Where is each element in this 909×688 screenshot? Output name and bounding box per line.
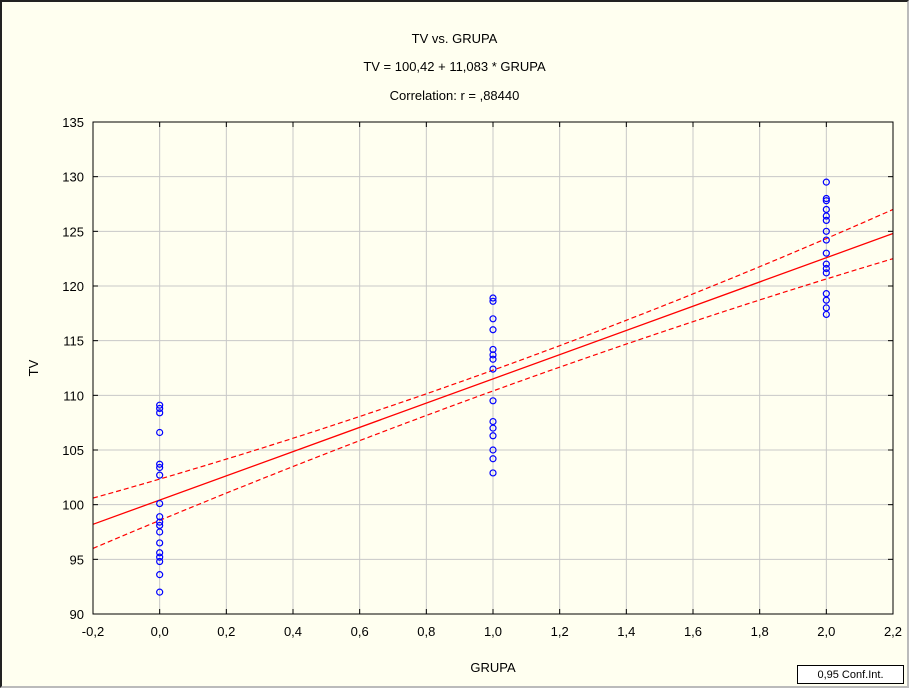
chart-title: TV vs. GRUPA xyxy=(411,31,498,46)
data-point xyxy=(156,557,164,566)
data-point xyxy=(489,365,497,373)
data-point xyxy=(822,264,830,273)
y-tick-label: 115 xyxy=(63,334,84,349)
data-point xyxy=(822,178,830,186)
confidence-band xyxy=(92,208,894,549)
y-tick-label: 90 xyxy=(70,607,84,622)
y-axis-label: TV xyxy=(26,359,41,376)
y-tick-label: 125 xyxy=(62,224,84,239)
x-tick-label: 1,0 xyxy=(484,624,502,639)
x-tick-label: 2,0 xyxy=(817,624,835,639)
regression-line xyxy=(92,232,894,525)
data-point xyxy=(156,553,164,561)
data-point xyxy=(489,294,497,302)
data-point xyxy=(822,304,830,312)
data-point xyxy=(822,205,830,214)
data-point xyxy=(156,404,164,413)
data-point xyxy=(156,409,164,417)
data-point xyxy=(156,571,164,579)
regression-equation: TV = 100,42 + 11,083 * GRUPA xyxy=(363,59,546,74)
data-point xyxy=(489,432,497,440)
data-point xyxy=(822,236,830,244)
data-point xyxy=(822,216,830,224)
data-point xyxy=(489,469,497,477)
y-tick-label: 135 xyxy=(62,115,84,130)
data-point xyxy=(822,260,830,268)
data-point xyxy=(822,227,830,235)
x-tick-label: 1,6 xyxy=(684,624,702,639)
data-point xyxy=(156,401,164,409)
data-point xyxy=(489,355,497,363)
axis-ticks xyxy=(92,121,894,615)
data-point xyxy=(489,297,497,305)
data-points xyxy=(156,178,830,596)
data-point xyxy=(822,197,830,205)
data-point xyxy=(489,326,497,334)
x-tick-label: 0,0 xyxy=(151,624,169,639)
x-tick-label: 1,2 xyxy=(551,624,569,639)
legend-conf-int: 0,95 Conf.Int. xyxy=(797,665,904,684)
data-point xyxy=(489,417,497,426)
y-tick-label: 120 xyxy=(62,279,84,294)
x-axis-label: GRUPA xyxy=(470,660,516,675)
data-point xyxy=(489,455,497,463)
data-point xyxy=(156,539,164,547)
y-tick-label: 105 xyxy=(62,443,84,458)
data-point xyxy=(156,471,164,479)
data-point xyxy=(156,549,164,557)
y-tick-label: 95 xyxy=(70,552,84,567)
x-tick-label: -0,2 xyxy=(82,624,104,639)
x-tick-label: 1,8 xyxy=(751,624,769,639)
conf-band-upper xyxy=(92,208,894,499)
data-point xyxy=(822,249,830,257)
data-point xyxy=(822,290,830,298)
x-tick-label: 0,4 xyxy=(284,624,302,639)
x-tick-label: 0,6 xyxy=(351,624,369,639)
data-point xyxy=(156,499,164,508)
x-tick-label: 0,2 xyxy=(217,624,235,639)
y-tick-labels: 90 95 100 105 110 115 120 125 130 135 xyxy=(62,115,84,622)
x-tick-label: 1,4 xyxy=(617,624,635,639)
x-tick-label: 2,2 xyxy=(884,624,902,639)
conf-band-lower xyxy=(92,258,894,549)
grid-lines xyxy=(92,121,894,615)
x-tick-labels: -0,2 0,0 0,2 0,4 0,6 0,8 1,0 1,2 1,4 1,6 1,8 2,0 2,2 xyxy=(82,624,902,639)
data-point xyxy=(156,460,164,468)
data-point xyxy=(489,397,497,405)
data-point xyxy=(489,315,497,323)
data-point xyxy=(156,513,164,521)
data-point xyxy=(489,446,497,454)
data-point xyxy=(489,345,497,354)
data-point xyxy=(156,463,164,472)
x-tick-label: 0,8 xyxy=(417,624,435,639)
data-point xyxy=(156,521,164,530)
data-point xyxy=(822,269,830,277)
data-point xyxy=(156,428,164,437)
data-point xyxy=(156,588,164,596)
y-tick-label: 100 xyxy=(62,498,84,513)
y-tick-label: 110 xyxy=(63,388,84,403)
y-tick-label: 130 xyxy=(62,170,84,185)
data-point xyxy=(822,194,830,203)
correlation-label: Correlation: r = ,88440 xyxy=(389,88,520,103)
